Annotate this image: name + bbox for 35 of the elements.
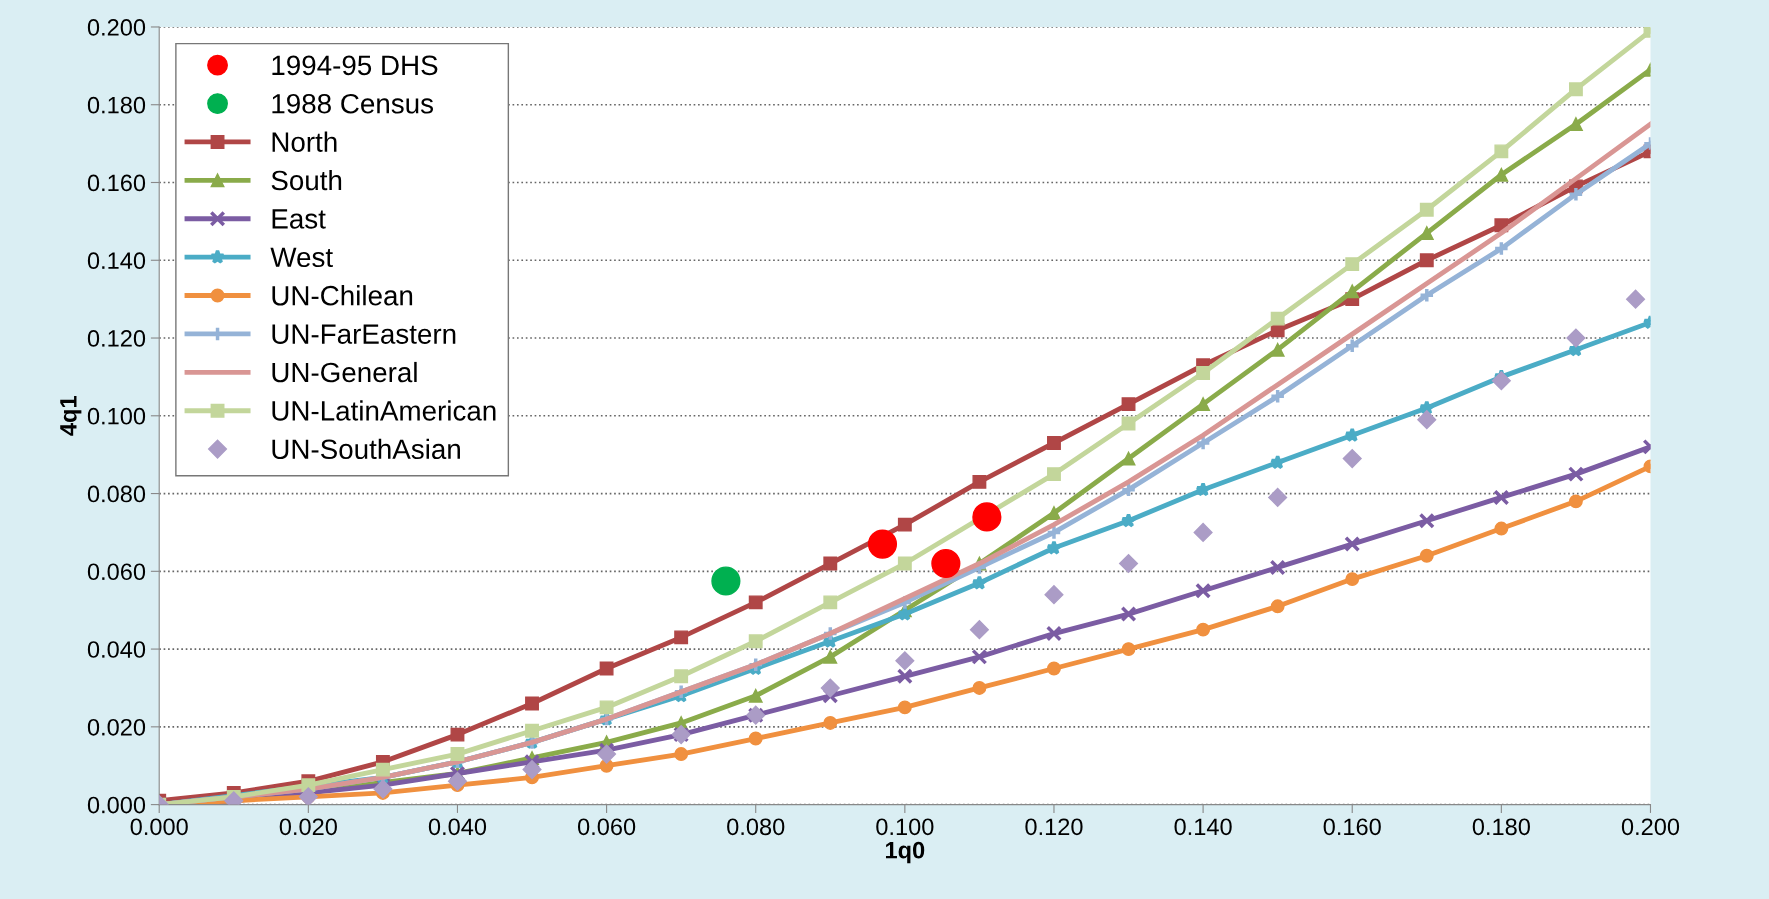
y-tick-label: 0.180 — [87, 96, 146, 114]
x-tick-label: 0.060 — [577, 818, 636, 836]
legend-label: UN-LatinAmerican — [272, 400, 496, 421]
x-tick-label: 0.040 — [428, 818, 487, 836]
y-tick-label: 0.020 — [87, 718, 146, 736]
y-axis-title: 4q1 — [60, 396, 82, 436]
legend-label: West — [270, 247, 333, 268]
legend-label: North — [272, 131, 337, 152]
y-tick-label: 0.120 — [87, 330, 146, 347]
y-tick-label: 0.200 — [87, 19, 146, 36]
y-tick-label: 0.080 — [87, 485, 146, 503]
y-tick-label: 0.140 — [87, 252, 146, 270]
legend-label: South — [271, 169, 342, 191]
legend-label: UN-SouthAsian — [272, 438, 460, 460]
legend-label: UN-General — [272, 361, 417, 383]
x-axis-title: 1q0 — [885, 841, 925, 864]
y-tick-label: 0.000 — [87, 796, 146, 814]
y-tick-label: 0.060 — [87, 563, 146, 581]
y-tick-label: 0.100 — [87, 407, 146, 425]
legend-label: UN-FarEastern — [272, 324, 456, 344]
y-tick-label: 0.040 — [87, 641, 146, 658]
y-tick-label: 0.160 — [87, 174, 146, 192]
x-tick-label: 0.000 — [130, 818, 188, 836]
x-tick-label: 0.020 — [279, 818, 337, 836]
x-tick-label: 0.160 — [1323, 818, 1381, 836]
legend-label: 1988 Census — [272, 93, 434, 114]
legend-label: UN-Chilean — [272, 285, 413, 306]
x-tick-label: 0.140 — [1174, 818, 1232, 836]
legend-label: 1994-95 DHS — [272, 55, 438, 76]
x-tick-label: 0.180 — [1472, 818, 1530, 836]
x-tick-label: 0.200 — [1621, 818, 1680, 836]
x-tick-label: 0.080 — [727, 818, 785, 836]
x-tick-label: 0.120 — [1025, 818, 1083, 836]
x-tick-label: 0.100 — [876, 818, 934, 836]
legend-label: East — [272, 209, 326, 229]
